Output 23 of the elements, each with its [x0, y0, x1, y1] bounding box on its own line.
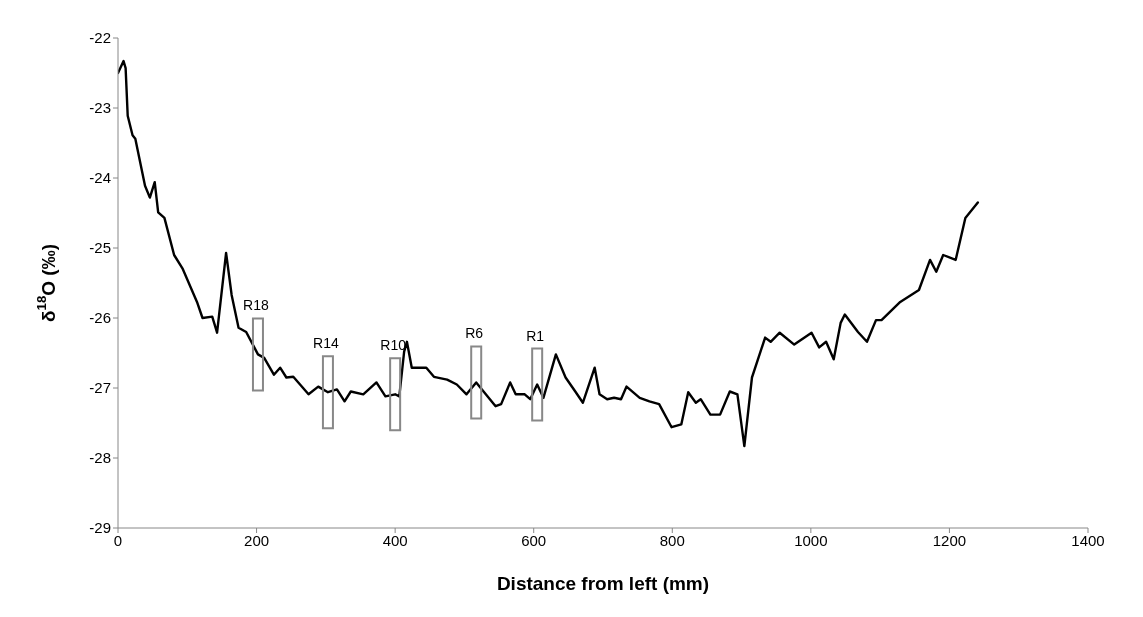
- x-tick-label: 0: [113, 531, 123, 549]
- x-axis-title: Distance from left (mm): [496, 573, 710, 594]
- x-tick-label: 1000: [794, 531, 828, 549]
- y-tick-label: -25: [89, 239, 111, 257]
- y-tick-label: -22: [89, 29, 111, 47]
- x-tick-label: 400: [382, 531, 408, 549]
- annotation: R6: [465, 325, 484, 342]
- annotation: R10: [380, 337, 407, 354]
- x-tick-label: 1200: [932, 531, 967, 549]
- y-tick-label: -24: [89, 169, 111, 187]
- x-tick-label: 200: [244, 531, 270, 549]
- y-tick-label: -29: [89, 519, 111, 537]
- x-tick-label: 800: [659, 531, 685, 549]
- x-tick-label: 1400: [1071, 531, 1105, 549]
- y-tick-label: -26: [89, 309, 111, 327]
- annotation: R18: [243, 297, 270, 314]
- annotation: R14: [313, 335, 339, 352]
- line-series: [118, 59, 980, 448]
- annotation: R1: [526, 327, 545, 344]
- y-tick-label: -23: [89, 99, 111, 117]
- x-tick-label: 600: [521, 531, 547, 549]
- y-tick-label: -28: [89, 449, 111, 467]
- y-tick-label: -27: [89, 379, 111, 397]
